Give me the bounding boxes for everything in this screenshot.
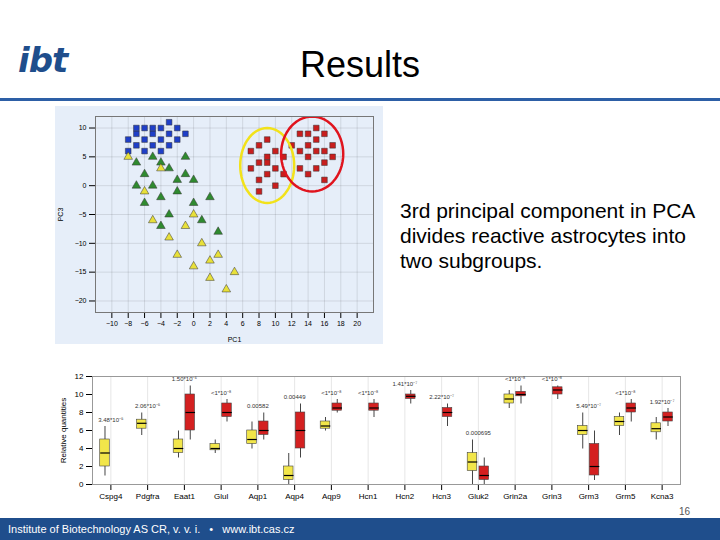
svg-text:16: 16 — [321, 320, 329, 327]
svg-text:0.00449: 0.00449 — [284, 394, 306, 400]
svg-text:−2: −2 — [173, 320, 181, 327]
svg-text:Glul: Glul — [214, 492, 228, 501]
html-text:ibt: ibt — [18, 40, 68, 80]
svg-text:PC1: PC1 — [228, 336, 242, 343]
svg-text:Pdgfra: Pdgfra — [136, 492, 160, 501]
svg-text:4: 4 — [224, 320, 228, 327]
svg-text:Hcn3: Hcn3 — [432, 492, 451, 501]
svg-text:−4: −4 — [157, 320, 165, 327]
svg-text:2: 2 — [79, 462, 84, 471]
svg-text:4: 4 — [79, 444, 84, 453]
svg-text:Cspg4: Cspg4 — [99, 492, 123, 501]
svg-text:3.48*10⁻⁵: 3.48*10⁻⁵ — [98, 417, 124, 423]
svg-text:Gluk2: Gluk2 — [468, 492, 489, 501]
svg-text:10: 10 — [75, 390, 84, 399]
svg-text:0.00582: 0.00582 — [247, 403, 269, 409]
svg-text:Grm3: Grm3 — [579, 492, 600, 501]
svg-text:0: 0 — [83, 182, 87, 189]
svg-text:−15: −15 — [75, 268, 87, 275]
svg-text:Hcn2: Hcn2 — [396, 492, 415, 501]
svg-text:6: 6 — [79, 426, 84, 435]
svg-text:5.49*10⁻⁷: 5.49*10⁻⁷ — [576, 403, 601, 409]
svg-text:1.92*10⁻⁷: 1.92*10⁻⁷ — [650, 399, 675, 405]
svg-text:12: 12 — [75, 372, 84, 381]
svg-text:6: 6 — [241, 320, 245, 327]
svg-text:10: 10 — [271, 320, 279, 327]
svg-text:18: 18 — [337, 320, 345, 327]
svg-text:Aqp4: Aqp4 — [285, 492, 304, 501]
svg-text:<1*10⁻⁸: <1*10⁻⁸ — [211, 390, 232, 396]
svg-text:−10: −10 — [75, 240, 87, 247]
html-text:3rd principal component in PCA: 3rd principal component in PCA divides r… — [400, 199, 695, 273]
svg-text:2.22*10⁻⁷: 2.22*10⁻⁷ — [429, 394, 454, 400]
html-text:Institute of Biotechnology AS: Institute of Biotechnology AS CR, v. v. … — [8, 523, 295, 535]
svg-text:<1*10⁻⁸: <1*10⁻⁸ — [321, 390, 342, 396]
svg-text:−6: −6 — [141, 320, 149, 327]
svg-text:Aqp1: Aqp1 — [249, 492, 268, 501]
svg-text:<1*10⁻⁸: <1*10⁻⁸ — [542, 376, 563, 382]
svg-text:0: 0 — [79, 480, 84, 489]
svg-text:2.06*10⁻⁵: 2.06*10⁻⁵ — [135, 403, 161, 409]
svg-text:Grm5: Grm5 — [615, 492, 636, 501]
svg-text:20: 20 — [353, 320, 361, 327]
svg-text:Aqp9: Aqp9 — [322, 492, 341, 501]
svg-text:Grin3: Grin3 — [542, 492, 562, 501]
svg-text:5: 5 — [83, 153, 87, 160]
svg-text:−8: −8 — [124, 320, 132, 327]
html-text:Results: Results — [300, 44, 420, 85]
svg-text:1.41*10⁻⁷: 1.41*10⁻⁷ — [392, 381, 417, 387]
svg-text:2: 2 — [208, 320, 212, 327]
svg-text:<1*10⁻⁸: <1*10⁻⁸ — [615, 390, 636, 396]
svg-text:Eaat1: Eaat1 — [174, 492, 195, 501]
svg-text:Grin2a: Grin2a — [503, 492, 528, 501]
svg-text:Hcn1: Hcn1 — [359, 492, 378, 501]
svg-text:8: 8 — [79, 408, 84, 417]
svg-text:Kcna3: Kcna3 — [651, 492, 674, 501]
svg-text:1.50*10⁻⁶: 1.50*10⁻⁶ — [172, 376, 198, 382]
svg-text:−20: −20 — [75, 297, 87, 304]
svg-text:Relative quantities: Relative quantities — [59, 398, 68, 463]
svg-text:10: 10 — [79, 124, 87, 131]
svg-text:<1*10⁻⁸: <1*10⁻⁸ — [505, 376, 526, 382]
svg-text:−5: −5 — [79, 211, 87, 218]
svg-text:14: 14 — [304, 320, 312, 327]
svg-text:12: 12 — [288, 320, 296, 327]
svg-text:0: 0 — [192, 320, 196, 327]
html-text:16: 16 — [678, 506, 690, 517]
svg-text:<1*10⁻⁸: <1*10⁻⁸ — [358, 390, 379, 396]
svg-text:−10: −10 — [106, 320, 118, 327]
svg-text:0.000695: 0.000695 — [466, 430, 492, 436]
svg-text:PC3: PC3 — [57, 208, 64, 222]
svg-text:8: 8 — [257, 320, 261, 327]
